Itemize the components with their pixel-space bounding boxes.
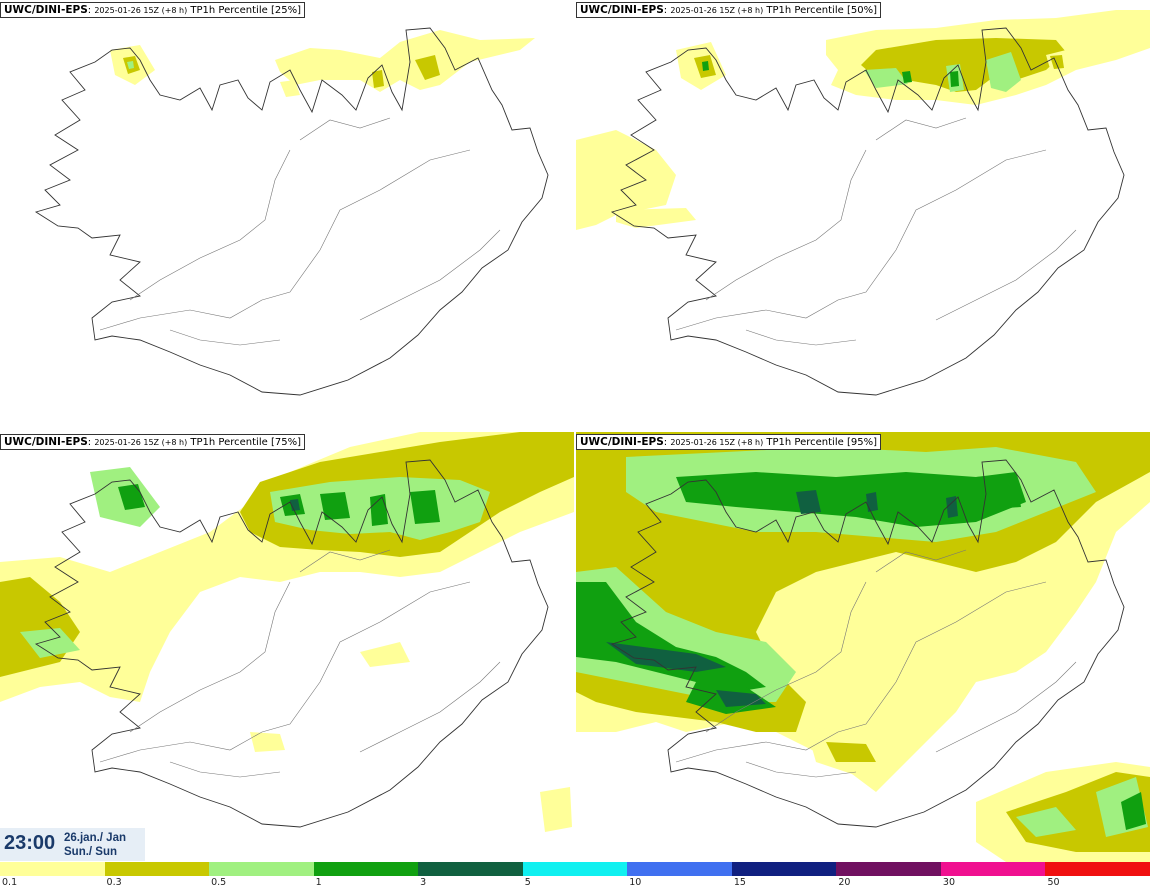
- legend-labels: 0.1 0.3 0.5 1 3 5 10 15 20 30 50: [0, 877, 1150, 891]
- iceland-map-95: [576, 432, 1150, 862]
- legend-label: 15: [733, 877, 746, 888]
- roads: [99, 549, 501, 778]
- precip-area: [410, 490, 440, 524]
- precip-area: [702, 61, 709, 71]
- precip-area: [1016, 807, 1076, 837]
- valid-date: 26.jan./ Jan Sun./ Sun: [64, 831, 126, 859]
- iceland-map-25: [34, 27, 549, 396]
- legend-label: 10: [629, 877, 642, 888]
- precip-area: [616, 208, 696, 228]
- valid-time: 23:00: [4, 832, 56, 854]
- roads: [675, 549, 1077, 778]
- legend-label: 0.3: [106, 877, 122, 888]
- iceland-map-75: [0, 432, 574, 832]
- precip-layer: [110, 30, 535, 97]
- legend-swatch: [209, 862, 314, 876]
- precip-area: [946, 496, 958, 518]
- precip-area: [676, 472, 1026, 527]
- precip-layer: [576, 432, 1150, 862]
- coastline: [610, 459, 1125, 828]
- coastline: [34, 459, 549, 828]
- precip-area: [127, 61, 134, 69]
- precip-area: [20, 628, 80, 658]
- map-panel-75: UWC/DINI-EPS: 2025-01-26 15Z (+8 h) TP1h…: [0, 432, 574, 862]
- precip-area: [976, 474, 1021, 510]
- legend-label: 30: [942, 877, 955, 888]
- legend-label: 20: [838, 877, 851, 888]
- precip-area: [370, 494, 388, 526]
- map-panel-25: UWC/DINI-EPS: 2025-01-26 15Z (+8 h) TP1h…: [0, 0, 574, 430]
- panel-title: UWC/DINI-EPS: 2025-01-26 15Z (+8 h) TP1h…: [576, 434, 881, 450]
- precip-area: [576, 130, 676, 230]
- legend-swatch: [0, 862, 105, 876]
- valid-time-box: 23:00 26.jan./ Jan Sun./ Sun: [0, 828, 145, 861]
- precip-area: [826, 742, 876, 762]
- map-panel-95: UWC/DINI-EPS: 2025-01-26 15Z (+8 h) TP1h…: [576, 432, 1150, 862]
- precip-area: [415, 55, 440, 80]
- precip-area: [540, 787, 572, 832]
- legend-label: 50: [1047, 877, 1060, 888]
- valid-date-line1: 26.jan./ Jan: [64, 832, 127, 844]
- precip-area: [866, 492, 878, 512]
- precip-layer: [576, 10, 1150, 230]
- precip-area: [796, 490, 821, 514]
- precip-area: [1121, 792, 1146, 830]
- legend-swatch: [731, 862, 837, 876]
- legend-label: 3: [420, 877, 427, 888]
- legend-swatch: [940, 862, 1046, 876]
- legend-swatch: [522, 862, 628, 876]
- legend-swatch: [1045, 862, 1150, 876]
- panel-title: UWC/DINI-EPS: 2025-01-26 15Z (+8 h) TP1h…: [0, 2, 305, 18]
- legend-label: 0.1: [2, 877, 18, 888]
- legend-label: 0.5: [211, 877, 227, 888]
- legend-color-bar: [0, 862, 1150, 876]
- coastline: [610, 27, 1125, 396]
- roads: [675, 117, 1077, 346]
- iceland-map-50: [576, 10, 1150, 396]
- precip-layer: [0, 432, 574, 832]
- precip-area: [950, 71, 959, 87]
- precip-area: [902, 71, 912, 83]
- precip-area: [372, 70, 384, 88]
- legend-swatch: [104, 862, 210, 876]
- precip-area: [716, 690, 766, 707]
- precip-area: [320, 492, 350, 520]
- precip-area: [275, 30, 535, 92]
- legend-swatch: [627, 862, 732, 876]
- panel-title: UWC/DINI-EPS: 2025-01-26 15Z (+8 h) TP1h…: [0, 434, 305, 450]
- legend-swatch: [836, 862, 941, 876]
- precip-area: [926, 597, 996, 632]
- legend-label: 5: [524, 877, 531, 888]
- legend-swatch: [313, 862, 419, 876]
- precip-area: [986, 52, 1021, 92]
- precip-area: [250, 732, 285, 752]
- coastline: [34, 27, 549, 396]
- valid-date-line2: Sun./ Sun: [64, 846, 118, 858]
- precipitation-legend: 0.1 0.3 0.5 1 3 5 10 15 20 30 50: [0, 862, 1150, 891]
- precip-area: [606, 642, 726, 672]
- legend-swatch: [418, 862, 523, 876]
- precip-area: [360, 642, 410, 667]
- legend-label: 1: [315, 877, 322, 888]
- roads: [99, 117, 501, 346]
- map-panel-50: UWC/DINI-EPS: 2025-01-26 15Z (+8 h) TP1h…: [576, 0, 1150, 430]
- precip-area: [280, 80, 300, 97]
- panel-title: UWC/DINI-EPS: 2025-01-26 15Z (+8 h) TP1h…: [576, 2, 881, 18]
